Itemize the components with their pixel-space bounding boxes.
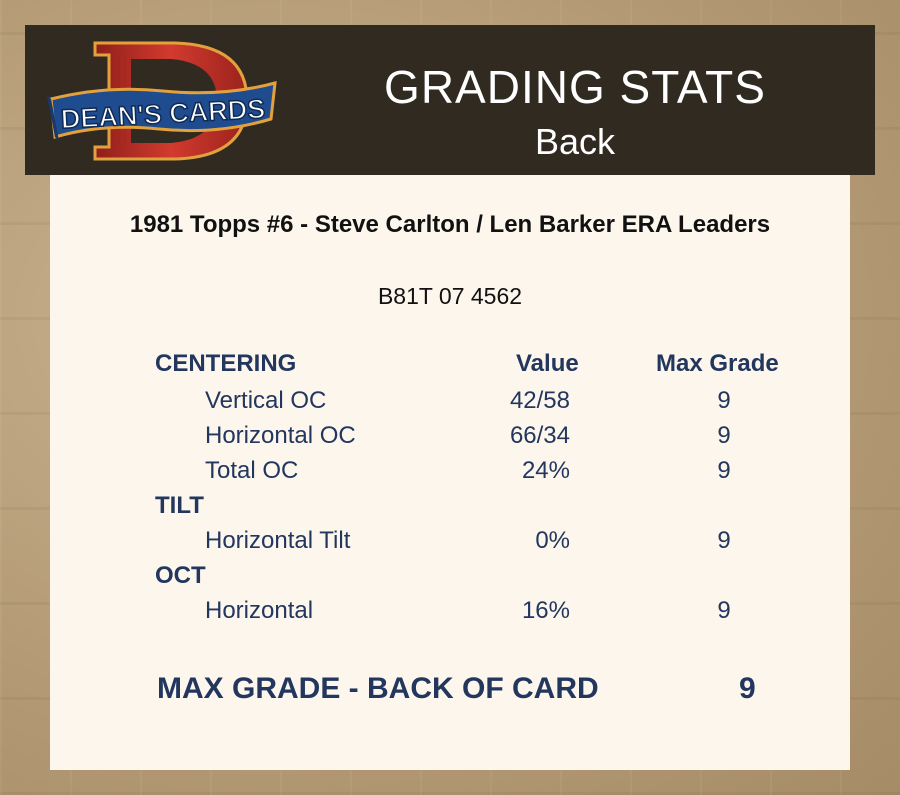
row-max-grade: 9 bbox=[717, 597, 731, 624]
column-header-value: Value bbox=[516, 350, 579, 377]
max-grade-summary-label: MAX GRADE - BACK OF CARD bbox=[157, 672, 599, 705]
table-row: Vertical OC 42/58 9 bbox=[50, 387, 850, 417]
section-label-tilt: TILT bbox=[155, 492, 204, 519]
column-header-max-grade: Max Grade bbox=[656, 350, 779, 377]
page-title: GRADING STATS bbox=[384, 61, 766, 113]
row-value: 0% bbox=[535, 527, 570, 554]
max-grade-summary-value: 9 bbox=[739, 672, 756, 705]
grading-panel: 1981 Topps #6 - Steve Carlton / Len Bark… bbox=[50, 175, 850, 770]
row-value: 24% bbox=[521, 457, 570, 484]
section-row-tilt: TILT bbox=[50, 492, 850, 522]
row-max-grade: 9 bbox=[717, 422, 731, 449]
row-value: 66/34 bbox=[509, 422, 570, 449]
section-label-oct: OCT bbox=[155, 562, 206, 589]
table-row: Horizontal 16% 9 bbox=[50, 597, 850, 627]
row-max-grade: 9 bbox=[717, 387, 731, 414]
row-label: Vertical OC bbox=[205, 387, 327, 414]
cert-number: B81T 07 4562 bbox=[377, 283, 523, 309]
row-value: 16% bbox=[521, 597, 570, 624]
section-row-oct: OCT bbox=[50, 562, 850, 592]
table-row: Total OC 24% 9 bbox=[50, 457, 850, 487]
row-max-grade: 9 bbox=[717, 457, 731, 484]
table-header-row: CENTERING Value Max Grade bbox=[50, 350, 850, 380]
row-max-grade: 9 bbox=[717, 527, 731, 554]
row-label: Horizontal Tilt bbox=[205, 527, 351, 554]
card-title: 1981 Topps #6 - Steve Carlton / Len Bark… bbox=[129, 211, 771, 238]
header-banner: DEAN'S CARDS GRADING STATS Back bbox=[25, 25, 875, 175]
section-label-centering: CENTERING bbox=[155, 350, 297, 377]
row-label: Total OC bbox=[205, 457, 299, 484]
row-label: Horizontal OC bbox=[205, 422, 356, 449]
table-row: Horizontal OC 66/34 9 bbox=[50, 422, 850, 452]
deans-cards-logo: DEAN'S CARDS bbox=[47, 41, 277, 161]
page-subtitle: Back bbox=[534, 121, 616, 162]
row-value: 42/58 bbox=[509, 387, 570, 414]
table-row: Horizontal Tilt 0% 9 bbox=[50, 527, 850, 557]
row-label: Horizontal bbox=[205, 597, 314, 624]
